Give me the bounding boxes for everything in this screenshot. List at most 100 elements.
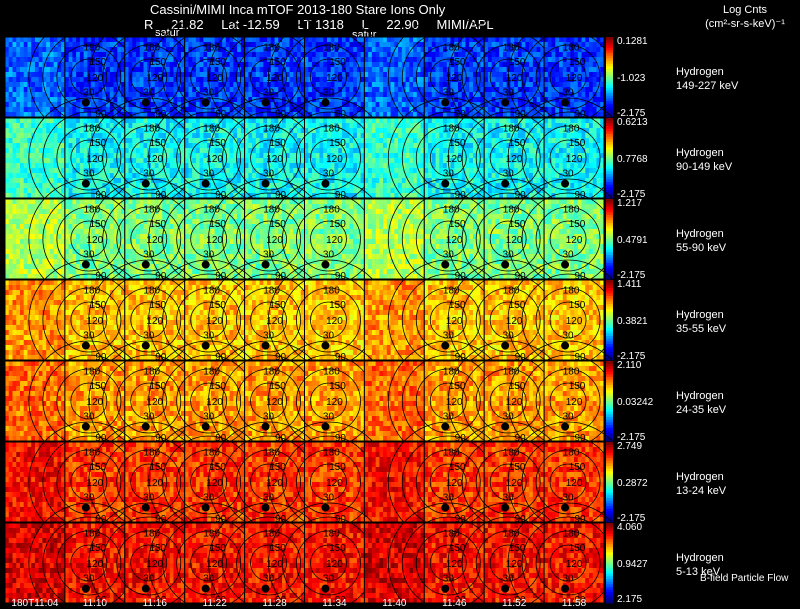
heatmap-cell: [9, 163, 13, 168]
heatmap-cell: [20, 183, 24, 188]
contour-label: 120: [446, 73, 463, 84]
heatmap-cell: [349, 77, 353, 82]
heatmap-cell: [16, 57, 20, 62]
colorbar-swatch: [606, 88, 613, 91]
heatmap-cell: [383, 102, 387, 107]
heatmap-cell: [226, 118, 230, 123]
heatmap-cell: [529, 92, 533, 97]
heatmap-cell: [507, 188, 511, 193]
heatmap-cell: [334, 183, 338, 188]
heatmap-cell: [5, 102, 9, 107]
heatmap-cell: [69, 188, 73, 193]
heatmap-cell: [260, 148, 264, 153]
heatmap-cell: [39, 72, 43, 77]
heatmap-cell: [353, 107, 357, 112]
heatmap-cell: [398, 87, 402, 92]
heatmap-cell: [132, 133, 136, 138]
heatmap-cell: [492, 52, 496, 57]
heatmap-cell: [76, 67, 80, 72]
heatmap-cell: [72, 173, 76, 178]
heatmap-cell: [35, 158, 39, 163]
heatmap-cell: [379, 138, 383, 143]
heatmap-cell: [312, 52, 316, 57]
contour-label: 120: [506, 73, 523, 84]
heatmap-cell: [391, 82, 395, 87]
heatmap-cell: [503, 118, 507, 123]
heatmap-cell: [20, 118, 24, 123]
heatmap-cell: [20, 128, 24, 133]
heatmap-cell: [364, 138, 368, 143]
heatmap-cell: [398, 178, 402, 183]
heatmap-cell: [39, 62, 43, 67]
colorbar-swatch: [606, 90, 613, 93]
heatmap-cell: [20, 87, 24, 92]
heatmap-cell: [125, 173, 129, 178]
heatmap-cell: [469, 77, 473, 82]
heatmap-cell: [334, 37, 338, 42]
heatmap-cell: [308, 138, 312, 143]
heatmap-cell: [117, 133, 121, 138]
heatmap-cell: [338, 173, 342, 178]
heatmap-cell: [376, 188, 380, 193]
heatmap-cell: [245, 82, 249, 87]
heatmap-cell: [20, 42, 24, 47]
heatmap-cell: [368, 188, 372, 193]
heatmap-cell: [275, 87, 279, 92]
saturn-marker: [441, 180, 449, 188]
heatmap-cell: [290, 72, 294, 77]
heatmap-cell: [402, 97, 406, 102]
heatmap-cell: [518, 173, 522, 178]
heatmap-cell: [80, 118, 84, 123]
heatmap-cell: [529, 77, 533, 82]
heatmap-cell: [290, 163, 294, 168]
heatmap-cell: [106, 67, 110, 72]
heatmap-cell: [42, 123, 46, 128]
heatmap-cell: [349, 173, 353, 178]
heatmap-cell: [297, 133, 301, 138]
heatmap-cell: [394, 168, 398, 173]
heatmap-cell: [12, 138, 16, 143]
heatmap-cell: [267, 37, 271, 42]
heatmap-cell: [484, 72, 488, 77]
heatmap-cell: [469, 62, 473, 67]
heatmap-cell: [125, 57, 129, 62]
heatmap-cell: [110, 158, 114, 163]
heatmap-cell: [110, 168, 114, 173]
heatmap-cell: [495, 148, 499, 153]
heatmap-cell: [305, 67, 309, 72]
saturn-marker: [82, 180, 90, 188]
heatmap-cell: [353, 97, 357, 102]
heatmap-cell: [136, 67, 140, 72]
heatmap-cell: [593, 72, 597, 77]
heatmap-cell: [147, 118, 151, 123]
heatmap-cell: [312, 123, 316, 128]
heatmap-cell: [200, 37, 204, 42]
heatmap-cell: [35, 153, 39, 158]
heatmap-cell: [357, 52, 361, 57]
contour-label: 120: [266, 73, 283, 84]
heatmap-cell: [578, 37, 582, 42]
heatmap-cell: [394, 178, 398, 183]
heatmap-cell: [593, 97, 597, 102]
heatmap-cell: [50, 62, 54, 67]
heatmap-cell: [436, 52, 440, 57]
heatmap-cell: [188, 173, 192, 178]
heatmap-cell: [308, 107, 312, 112]
heatmap-cell: [559, 67, 563, 72]
heatmap-cell: [346, 118, 350, 123]
heatmap-cell: [342, 92, 346, 97]
heatmap-cell: [237, 128, 241, 133]
heatmap-cell: [233, 133, 237, 138]
heatmap-cell: [394, 158, 398, 163]
heatmap-cell: [87, 188, 91, 193]
heatmap-cell: [5, 118, 9, 123]
heatmap-cell: [451, 37, 455, 42]
heatmap-cell: [129, 138, 133, 143]
heatmap-cell: [529, 163, 533, 168]
heatmap-cell: [349, 128, 353, 133]
heatmap-cell: [76, 37, 80, 42]
heatmap-cell: [24, 173, 28, 178]
heatmap-cell: [192, 153, 196, 158]
heatmap-cell: [24, 188, 28, 193]
heatmap-cell: [428, 188, 432, 193]
